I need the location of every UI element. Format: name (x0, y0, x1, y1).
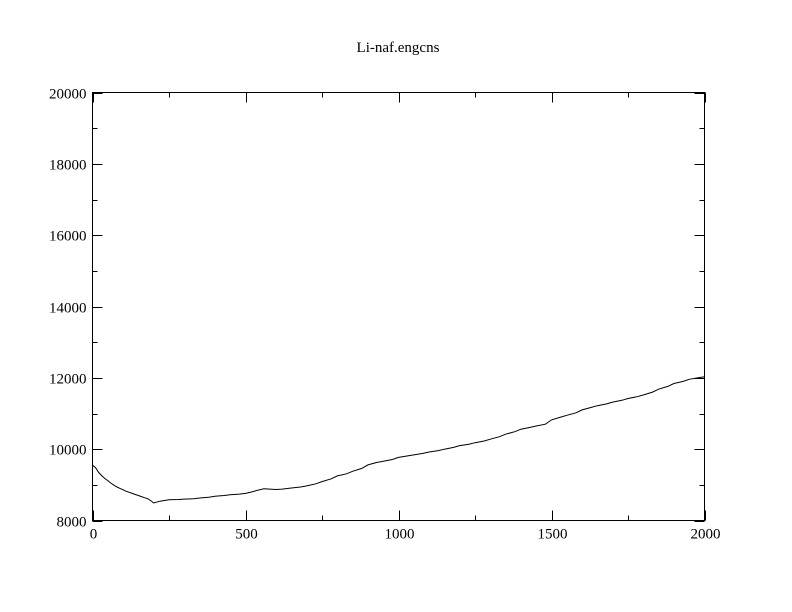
x-tick-label: 2000 (691, 527, 721, 543)
x-tick-label: 1500 (538, 527, 568, 543)
x-tick-label: 500 (235, 527, 258, 543)
axis-tick-labels: 0 500 1000 1500 2000 8000 10000 12000 14000 16000… (49, 87, 721, 543)
y-tick-label: 14000 (49, 301, 87, 317)
y-tick-label: 12000 (49, 372, 87, 388)
chart-title: Li-naf.engcns (357, 40, 440, 56)
y-tick-label: 16000 (49, 229, 87, 245)
x-tick-label: 0 (90, 527, 98, 543)
series-line (92, 376, 705, 504)
axis-ticks (92, 92, 706, 522)
y-tick-label: 8000 (57, 515, 87, 531)
y-tick-label: 18000 (49, 158, 87, 174)
series-layer (92, 376, 705, 504)
y-tick-label: 20000 (49, 87, 87, 103)
x-tick-label: 1000 (385, 527, 415, 543)
y-tick-label: 10000 (49, 443, 87, 459)
plot-frame (92, 92, 705, 521)
